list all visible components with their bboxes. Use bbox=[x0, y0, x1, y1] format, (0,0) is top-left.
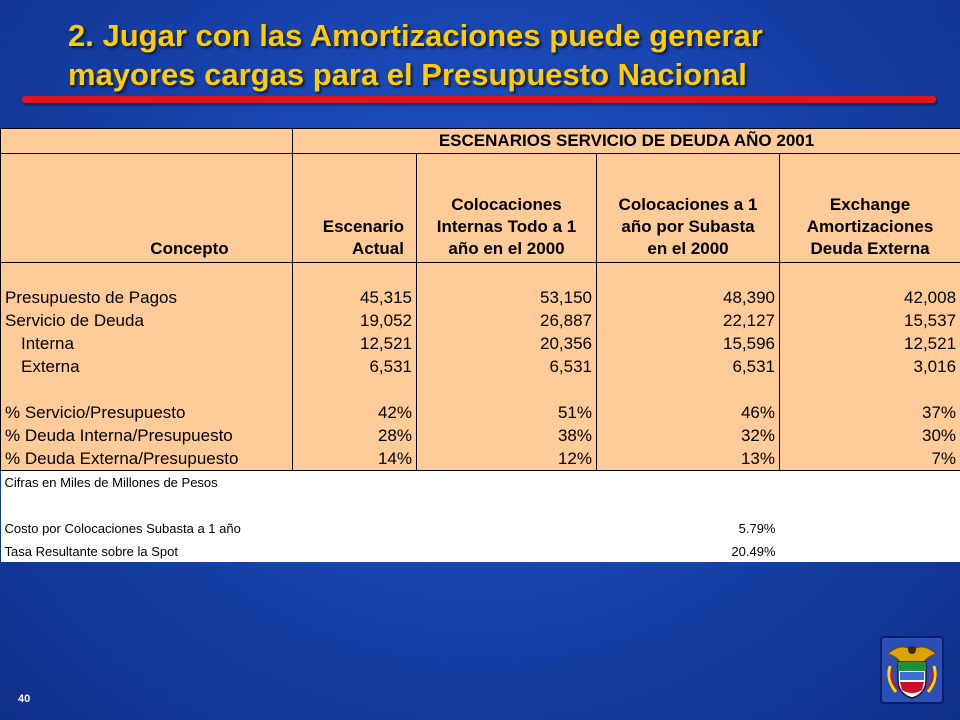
header-line: Amortizaciones bbox=[806, 217, 934, 236]
cell-value: 6,531 bbox=[596, 355, 780, 378]
spacer-cell bbox=[292, 378, 417, 401]
coat-of-arms-icon bbox=[880, 636, 944, 704]
table-row: % Deuda Interna/Presupuesto 28% 38% 32% … bbox=[0, 424, 960, 447]
cell-value: 48,390 bbox=[596, 286, 780, 309]
cell-value: 26,887 bbox=[416, 309, 597, 332]
cell-value: 13% bbox=[596, 447, 780, 471]
row-label: Externa bbox=[0, 355, 293, 378]
header-line: en el 2000 bbox=[647, 239, 729, 258]
rate-label: Tasa Resultante sobre la Spot bbox=[0, 540, 597, 562]
header-line: Internas Todo a 1 bbox=[436, 217, 577, 236]
header-line: año por Subasta bbox=[621, 217, 755, 236]
page-number: 40 bbox=[18, 693, 31, 705]
row-label: % Deuda Externa/Presupuesto bbox=[0, 447, 293, 471]
header-colocaciones-subasta: Colocaciones a 1 año por Subasta en el 2… bbox=[596, 153, 780, 263]
spacer-cell bbox=[416, 262, 597, 286]
table-row: Externa 6,531 6,531 6,531 3,016 bbox=[0, 355, 960, 378]
cell-value: 51% bbox=[416, 401, 597, 424]
units-note: Cifras en Miles de Millones de Pesos bbox=[0, 470, 960, 494]
spacer-cell bbox=[596, 262, 780, 286]
row-label: % Deuda Interna/Presupuesto bbox=[0, 424, 293, 447]
notes-empty-cell bbox=[779, 517, 960, 540]
row-label: % Servicio/Presupuesto bbox=[0, 401, 293, 424]
notes-empty-cell bbox=[779, 540, 960, 562]
header-line: Escenario bbox=[322, 217, 404, 236]
cell-value: 14% bbox=[292, 447, 417, 471]
table-banner: ESCENARIOS SERVICIO DE DEUDA AÑO 2001 bbox=[291, 128, 960, 154]
debt-scenarios-table: ESCENARIOS SERVICIO DE DEUDA AÑO 2001 Co… bbox=[0, 128, 960, 562]
title-line-1: 2. Jugar con las Amortizaciones puede ge… bbox=[68, 18, 763, 53]
cell-value: 6,531 bbox=[416, 355, 597, 378]
cell-value: 12% bbox=[416, 447, 597, 471]
cell-value: 53,150 bbox=[416, 286, 597, 309]
header-line: Deuda Externa bbox=[810, 239, 930, 258]
spacer-cell bbox=[778, 262, 960, 286]
title-underline bbox=[22, 96, 936, 103]
cell-value: 42% bbox=[292, 401, 417, 424]
header-escenario-actual: Escenario Actual bbox=[292, 153, 417, 263]
cell-value: 15,596 bbox=[596, 332, 780, 355]
header-line: Exchange bbox=[829, 195, 911, 214]
header-concepto: Concepto bbox=[0, 153, 293, 263]
notes-spacer bbox=[0, 494, 960, 517]
table-row: Interna 12,521 20,356 15,596 12,521 bbox=[0, 332, 960, 355]
header-colocaciones-internas: Colocaciones Internas Todo a 1 año en el… bbox=[416, 153, 597, 263]
cell-value: 28% bbox=[292, 424, 417, 447]
table-row: Presupuesto de Pagos 45,315 53,150 48,39… bbox=[0, 286, 960, 309]
cell-value: 37% bbox=[778, 401, 960, 424]
cell-value: 42,008 bbox=[778, 286, 960, 309]
cell-value: 19,052 bbox=[292, 309, 417, 332]
spacer-cell bbox=[292, 262, 417, 286]
header-line: Colocaciones a 1 bbox=[618, 195, 758, 214]
header-line: Actual bbox=[352, 239, 404, 258]
cell-value: 45,315 bbox=[292, 286, 417, 309]
cell-value: 12,521 bbox=[292, 332, 417, 355]
cell-value: 32% bbox=[596, 424, 780, 447]
cost-value: 5.79% bbox=[596, 517, 780, 540]
header-line: Colocaciones bbox=[451, 195, 562, 214]
header-empty-cell bbox=[0, 128, 293, 154]
cell-value: 20,356 bbox=[416, 332, 597, 355]
slide-title: 2. Jugar con las Amortizaciones puede ge… bbox=[68, 16, 948, 94]
header-line: año en el 2000 bbox=[448, 239, 565, 258]
table-row: Servicio de Deuda 19,052 26,887 22,127 1… bbox=[0, 309, 960, 332]
spacer-cell bbox=[0, 262, 293, 286]
cell-value: 30% bbox=[778, 424, 960, 447]
cell-value: 15,537 bbox=[778, 309, 960, 332]
row-label: Interna bbox=[0, 332, 293, 355]
cell-value: 46% bbox=[596, 401, 780, 424]
header-exchange: Exchange Amortizaciones Deuda Externa bbox=[778, 153, 960, 263]
cell-value: 22,127 bbox=[596, 309, 780, 332]
spacer-cell bbox=[0, 378, 293, 401]
title-line-2: mayores cargas para el Presupuesto Nacio… bbox=[68, 57, 747, 92]
rate-value: 20.49% bbox=[596, 540, 780, 562]
table-row: % Servicio/Presupuesto 42% 51% 46% 37% bbox=[0, 401, 960, 424]
spacer-cell bbox=[416, 378, 597, 401]
spacer-cell bbox=[596, 378, 780, 401]
cell-value: 12,521 bbox=[778, 332, 960, 355]
cell-value: 38% bbox=[416, 424, 597, 447]
cell-value: 3,016 bbox=[778, 355, 960, 378]
row-label: Servicio de Deuda bbox=[0, 309, 293, 332]
cell-value: 6,531 bbox=[292, 355, 417, 378]
row-label: Presupuesto de Pagos bbox=[0, 286, 293, 309]
cost-label: Costo por Colocaciones Subasta a 1 año bbox=[0, 517, 597, 540]
table-row: % Deuda Externa/Presupuesto 14% 12% 13% … bbox=[0, 447, 960, 471]
cell-value: 7% bbox=[778, 447, 960, 471]
spacer-cell bbox=[778, 378, 960, 401]
